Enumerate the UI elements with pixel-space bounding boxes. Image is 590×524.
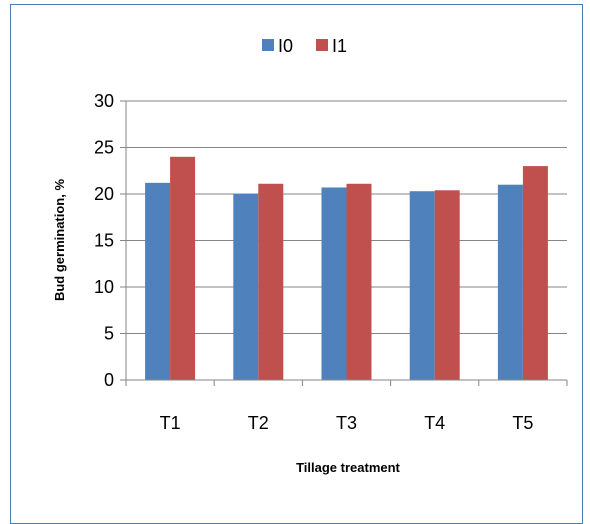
bar-chart: 0 5 10 15 20 25 30 T1 T2 T3 T4 T5 I0 I1 Tillage tre… [52, 36, 568, 475]
legend: I0 I1 [262, 36, 347, 56]
bars-group [145, 156, 548, 380]
bar-i0-t5 [497, 184, 523, 380]
y-tick-labels: 0 5 10 15 20 25 30 [94, 91, 114, 390]
bar-i0-t3 [321, 187, 347, 380]
x-tick-label: T3 [336, 413, 357, 433]
y-axis-title: Bud germination, % [52, 179, 67, 302]
y-tick-label: 10 [94, 277, 114, 297]
y-tick-label: 20 [94, 184, 114, 204]
bar-i1-t3 [346, 183, 372, 380]
x-tick-label: T4 [424, 413, 445, 433]
x-axis-title: Tillage treatment [296, 460, 400, 475]
y-tick-label: 15 [94, 231, 114, 251]
axes [120, 100, 568, 386]
gridlines [126, 100, 567, 334]
y-tick-label: 0 [104, 370, 114, 390]
bar-i1-t5 [522, 166, 548, 380]
bar-i0-t1 [145, 182, 171, 380]
legend-swatch-i1 [316, 39, 328, 51]
x-tick-label: T2 [248, 413, 269, 433]
y-tick-label: 5 [104, 324, 114, 344]
bar-i0-t4 [409, 191, 435, 380]
y-tick-label: 30 [94, 91, 114, 111]
x-tick-label: T1 [160, 413, 181, 433]
bar-i1-t4 [434, 190, 460, 380]
legend-label-i1: I1 [332, 36, 347, 56]
legend-swatch-i0 [262, 39, 274, 51]
bar-i1-t2 [258, 183, 284, 380]
bar-i0-t2 [233, 194, 259, 380]
x-tick-labels: T1 T2 T3 T4 T5 [160, 413, 534, 433]
legend-label-i0: I0 [278, 36, 293, 56]
y-tick-label: 25 [94, 138, 114, 158]
bar-i1-t1 [170, 156, 196, 380]
chart-frame [10, 4, 583, 524]
x-tick-label: T5 [512, 413, 533, 433]
chart-area: 0 5 10 15 20 25 30 T1 T2 T3 T4 T5 I0 I1 Tillage tre… [10, 4, 583, 524]
